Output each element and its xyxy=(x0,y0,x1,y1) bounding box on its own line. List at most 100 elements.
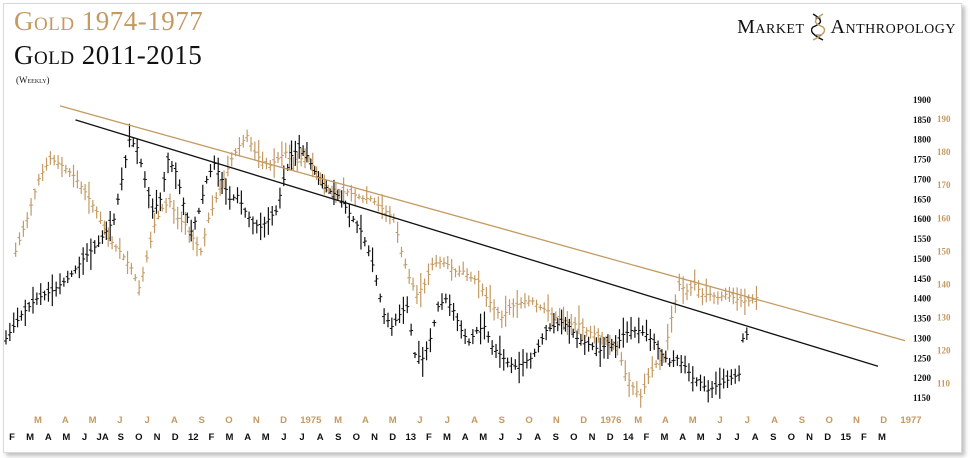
ohlc-bar xyxy=(77,256,82,279)
ohlc-bar xyxy=(576,305,581,335)
ohlc-bar xyxy=(220,171,225,195)
ohlc-bar xyxy=(613,335,618,358)
ohlc-bar xyxy=(459,320,464,339)
ohlc-bar xyxy=(243,207,248,218)
ohlc-bar xyxy=(162,171,167,192)
x-tick-black: 15 xyxy=(840,432,851,443)
x-tick-black: S xyxy=(335,432,341,443)
x-tick-gold: J xyxy=(117,415,122,426)
ohlc-bar xyxy=(262,216,267,238)
ohlc-bar xyxy=(56,155,61,170)
ohlc-bar xyxy=(127,123,132,148)
ohlc-bar xyxy=(590,342,595,351)
ohlc-bar xyxy=(526,295,531,307)
ohlc-bar xyxy=(482,311,487,340)
ohlc-bar xyxy=(729,369,734,386)
ohlc-bar xyxy=(457,265,462,277)
ohlc-bar xyxy=(667,357,672,367)
ohlc-bar xyxy=(279,141,284,167)
x-tick-black: M xyxy=(62,432,70,443)
y-tick-gold: 120 xyxy=(937,346,951,356)
ohlc-bar xyxy=(416,340,421,364)
ohlc-bar xyxy=(372,197,377,205)
ohlc-bar xyxy=(283,142,288,159)
ohlc-bar xyxy=(447,294,452,316)
y-axis-gold: 110 120 130 140 150 160 170 180 190 xyxy=(937,114,951,388)
ohlc-bar xyxy=(252,141,257,161)
x-tick-black: M xyxy=(443,432,451,443)
trendlines xyxy=(59,105,906,367)
x-tick-black: O xyxy=(135,432,142,443)
ohlc-bar xyxy=(189,219,194,242)
ohlc-bar xyxy=(401,296,406,324)
ohlc-bar xyxy=(185,212,190,224)
ohlc-bar xyxy=(308,158,313,170)
ohlc-bar xyxy=(507,299,512,315)
ohlc-bar xyxy=(241,134,246,148)
ohlc-bar xyxy=(679,355,684,374)
x-tick-black: 12 xyxy=(188,432,199,443)
ohlc-bar xyxy=(113,244,118,252)
ohlc-bar xyxy=(420,347,425,377)
ohlc-bar xyxy=(239,190,244,215)
y-tick-black: 1800 xyxy=(913,135,932,145)
ohlc-bar xyxy=(432,319,437,327)
ohlc-bar xyxy=(100,230,105,244)
ohlc-bar xyxy=(509,357,514,374)
ohlc-bar xyxy=(468,271,473,282)
x-tick-gold: J xyxy=(417,415,422,426)
x-tick-gold: D xyxy=(880,415,887,426)
x-tick-black: M xyxy=(226,432,234,443)
ohlc-bar xyxy=(625,321,630,343)
y-tick-gold: 110 xyxy=(937,379,951,389)
x-tick-gold: S xyxy=(799,415,805,426)
x-tick-gold: M xyxy=(389,415,397,426)
x-tick-gold: S xyxy=(499,415,505,426)
ohlc-bar xyxy=(596,328,601,343)
y-tick-gold: 140 xyxy=(937,279,951,289)
x-tick-black: JA xyxy=(97,432,109,443)
ohlc-bar xyxy=(210,195,215,216)
ohlc-bar xyxy=(683,355,688,374)
ohlc-bar xyxy=(360,195,365,203)
ohlc-bar xyxy=(472,275,477,285)
ohlc-bar xyxy=(706,380,711,403)
x-tick-black: A xyxy=(45,432,52,443)
ohlc-bar xyxy=(148,231,153,249)
ohlc-bar xyxy=(123,155,128,169)
ohlc-bar xyxy=(646,368,651,385)
ohlc-bar xyxy=(142,171,147,188)
y-tick-black: 1200 xyxy=(913,373,932,383)
ohlc-bar xyxy=(700,287,705,306)
ohlc-bar xyxy=(331,179,336,206)
x-tick-black: F xyxy=(9,432,15,443)
ohlc-bar xyxy=(58,273,63,295)
ohlc-bar xyxy=(34,292,39,305)
ohlc-bar xyxy=(463,328,468,344)
y-tick-black: 1700 xyxy=(913,174,932,184)
x-tick-black: N xyxy=(154,432,161,443)
ohlc-bar xyxy=(229,152,234,167)
x-tick-black: F xyxy=(426,432,432,443)
ohlc-bar xyxy=(704,278,709,303)
x-tick-black: F xyxy=(861,432,867,443)
ohlc-bar xyxy=(521,349,526,377)
y-tick-black: 1350 xyxy=(913,314,932,324)
ohlc-bar xyxy=(686,363,691,382)
ohlc-bar xyxy=(27,301,32,312)
x-tick-gold: A xyxy=(471,415,478,426)
ohlc-bar xyxy=(158,192,163,212)
x-tick-black: D xyxy=(607,432,614,443)
ohlc-bar xyxy=(137,280,142,296)
ohlc-bar xyxy=(235,187,240,204)
ohlc-bar xyxy=(173,162,178,190)
ohlc-bar xyxy=(86,181,91,214)
ohlc-bar xyxy=(115,193,120,205)
ohlc-bar xyxy=(223,178,228,205)
ohlc-bar xyxy=(368,195,373,202)
ohlc-bar xyxy=(605,334,610,359)
y-tick-black: 1650 xyxy=(913,194,932,204)
brand-right: Anthropology xyxy=(830,15,956,38)
ohlc-bar xyxy=(129,262,134,275)
ohlc-bar xyxy=(67,168,72,177)
